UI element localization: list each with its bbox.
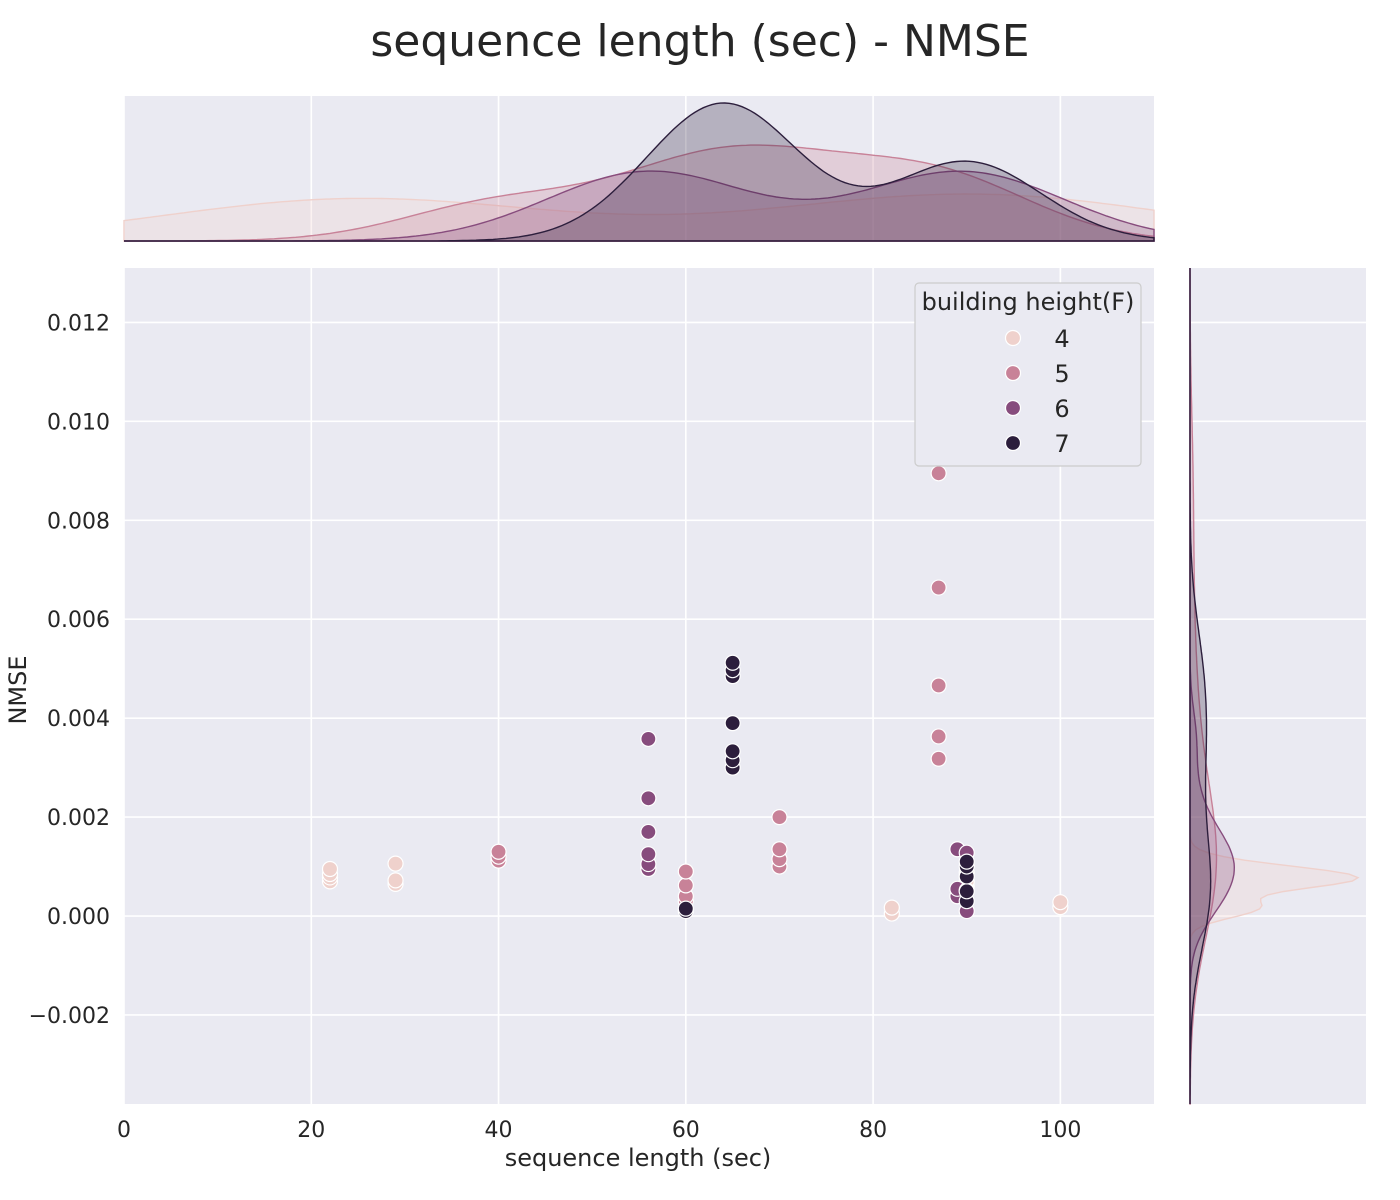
data-point-height-6: [640, 823, 657, 841]
main-grid: [123, 268, 1154, 1104]
data-point-height-4: [321, 860, 339, 878]
x-tick-label: 40: [485, 1118, 513, 1143]
data-point-height-4: [387, 872, 404, 889]
data-point-height-5: [771, 841, 788, 858]
y-tick-label: −0.002: [29, 1004, 110, 1029]
x-tick-label: 20: [297, 1118, 325, 1143]
data-point-height-5: [930, 728, 947, 745]
chart-title: sequence length (sec) - NMSE: [370, 16, 1029, 67]
data-point-height-5: [930, 579, 947, 596]
top-marginal-grid: [123, 96, 1062, 241]
scatter-points: [321, 465, 1069, 922]
y-tick-label: 0.012: [47, 311, 110, 336]
data-point-height-7: [677, 900, 694, 917]
legend-marker: [1004, 364, 1022, 382]
legend-marker: [1004, 329, 1022, 347]
x-axis-label: sequence length (sec): [505, 1144, 772, 1172]
data-point-height-5: [930, 677, 947, 694]
data-point-height-6: [640, 790, 657, 807]
legend-label: 4: [1054, 325, 1069, 353]
data-point-height-5: [771, 808, 788, 826]
y-tick-labels: −0.002 0.000 0.002 0.004 0.006 0.008 0.010 0.01…: [29, 311, 110, 1029]
legend-items: 4 5 6 7: [1004, 325, 1070, 458]
top-kde-height-7: [124, 102, 1155, 242]
legend-label: 7: [1054, 430, 1069, 458]
x-tick-label: 0: [117, 1118, 131, 1143]
data-point-height-5: [490, 843, 507, 860]
y-tick-label: 0.004: [47, 707, 110, 732]
right-kde-height-7: [1189, 268, 1212, 1104]
y-tick-label: 0.008: [47, 509, 110, 534]
legend-label: 5: [1054, 360, 1069, 388]
y-tick-label: 0.002: [47, 806, 110, 831]
data-point-height-7: [724, 743, 741, 760]
right-marginal-background: [1190, 268, 1366, 1104]
data-point-height-7: [724, 715, 741, 732]
y-tick-label: 0.010: [47, 410, 110, 435]
data-point-height-7: [958, 853, 975, 870]
x-tick-label: 80: [859, 1118, 887, 1143]
right-marginal-kde: [1189, 268, 1360, 1105]
y-axis-label: NMSE: [4, 655, 32, 724]
top-kde-height-4: [123, 193, 1155, 242]
data-point-height-7: [724, 654, 741, 671]
data-point-height-5: [930, 465, 947, 482]
legend-marker: [1004, 434, 1022, 452]
y-tick-label: 0.006: [47, 608, 110, 633]
legend: building height(F) 4 5 6 7: [914, 282, 1142, 467]
data-point-height-4: [1052, 894, 1069, 911]
legend-marker: [1004, 399, 1022, 417]
y-tick-label: 0.000: [47, 905, 110, 930]
data-point-height-7: [958, 883, 975, 900]
data-point-height-4: [387, 855, 404, 872]
data-point-height-5: [677, 877, 694, 894]
right-marginal-grid: [1190, 321, 1366, 1016]
top-marginal-kde: [123, 102, 1155, 242]
x-tick-label: 100: [1039, 1118, 1081, 1143]
data-point-height-4: [883, 899, 900, 916]
data-point-height-5: [930, 750, 947, 767]
data-point-height-5: [677, 863, 694, 880]
data-point-height-6: [640, 846, 657, 863]
legend-label: 6: [1054, 395, 1069, 423]
x-tick-label: 60: [672, 1118, 700, 1143]
data-point-height-6: [640, 730, 657, 748]
top-kde-height-5: [124, 144, 1155, 242]
legend-box: [914, 282, 1142, 467]
x-tick-labels: 0 20 40 60 80 100: [117, 1118, 1081, 1143]
legend-title: building height(F): [922, 288, 1135, 316]
